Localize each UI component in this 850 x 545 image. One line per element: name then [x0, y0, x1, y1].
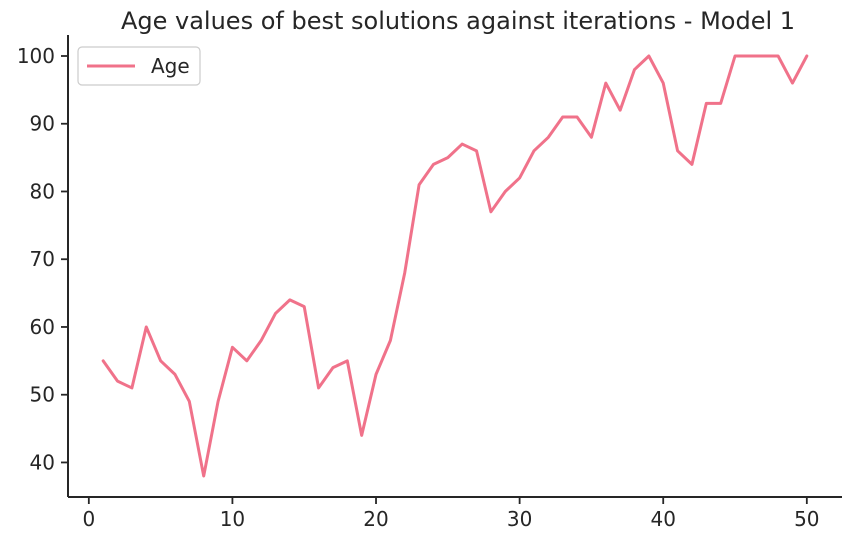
- y-tick-label: 70: [30, 247, 55, 271]
- series-layer: [101, 54, 809, 478]
- legend-box: [77, 46, 201, 86]
- x-tick-label: 20: [363, 507, 388, 531]
- x-tick-label: 0: [82, 507, 95, 531]
- y-tick-label: 100: [17, 44, 55, 68]
- ticks: 0 10 20 30 40 50 40 50 60 70 80 90 100: [17, 44, 820, 531]
- legend: Age: [77, 46, 201, 86]
- x-tick-label: 10: [220, 507, 245, 531]
- y-tick-label: 80: [30, 179, 55, 203]
- y-tick-label: 40: [30, 450, 55, 474]
- series-line-age: [101, 54, 809, 478]
- chart-title: Age values of best solutions against ite…: [121, 7, 795, 35]
- x-tick-label: 30: [507, 507, 532, 531]
- y-tick-label: 50: [30, 383, 55, 407]
- y-tick-label: 90: [30, 112, 55, 136]
- legend-label-age: Age: [151, 54, 190, 78]
- y-tick-label: 60: [30, 315, 55, 339]
- x-tick-label: 40: [650, 507, 675, 531]
- x-tick-label: 50: [794, 507, 819, 531]
- axes: [67, 35, 842, 498]
